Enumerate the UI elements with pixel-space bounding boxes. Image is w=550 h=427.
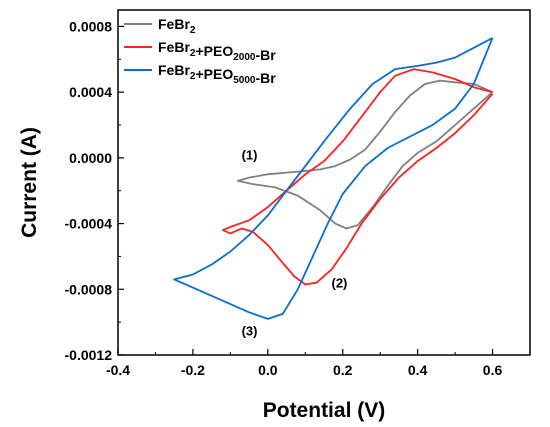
y-tick-label: 0.0000: [69, 150, 112, 166]
x-tick-label: 0.2: [333, 362, 353, 378]
y-tick-label: 0.0004: [69, 84, 112, 100]
series-3-curve: [173, 37, 494, 320]
y-tick-label: -0.0012: [65, 347, 113, 363]
x-axis: -0.4 -0.2 0.0 0.2 0.4 0.6: [106, 349, 503, 378]
y-tick-label: -0.0004: [65, 216, 113, 232]
legend-label: FeBr2+PEO2000-Br: [158, 39, 276, 63]
x-tick-label: 0.4: [408, 362, 428, 378]
curve-annotations: (1) (2) (3): [242, 148, 348, 339]
x-tick-label: 0.0: [258, 362, 278, 378]
y-axis: -0.0012 -0.0008 -0.0004 0.0000 0.0004 0.0008: [65, 18, 124, 363]
plot-lines: [173, 37, 494, 320]
series-2-curve: [222, 68, 494, 286]
legend-label: FeBr2: [158, 16, 196, 36]
x-tick-label: -0.4: [106, 362, 130, 378]
x-tick-label: -0.2: [181, 362, 205, 378]
curve-annotation: (3): [242, 323, 258, 338]
x-axis-title: Potential (V): [263, 399, 386, 422]
legend-label: FeBr2+PEO5000-Br: [158, 62, 276, 86]
x-tick-label: 0.6: [483, 362, 503, 378]
y-tick-label: -0.0008: [65, 281, 113, 297]
plot-frame: [117, 9, 531, 356]
curve-annotation: (2): [331, 276, 347, 291]
y-tick-label: 0.0008: [69, 18, 112, 34]
y-axis-title: Current (A): [18, 127, 41, 238]
curve-annotation: (1): [242, 148, 258, 163]
series-1-curve: [237, 79, 494, 230]
